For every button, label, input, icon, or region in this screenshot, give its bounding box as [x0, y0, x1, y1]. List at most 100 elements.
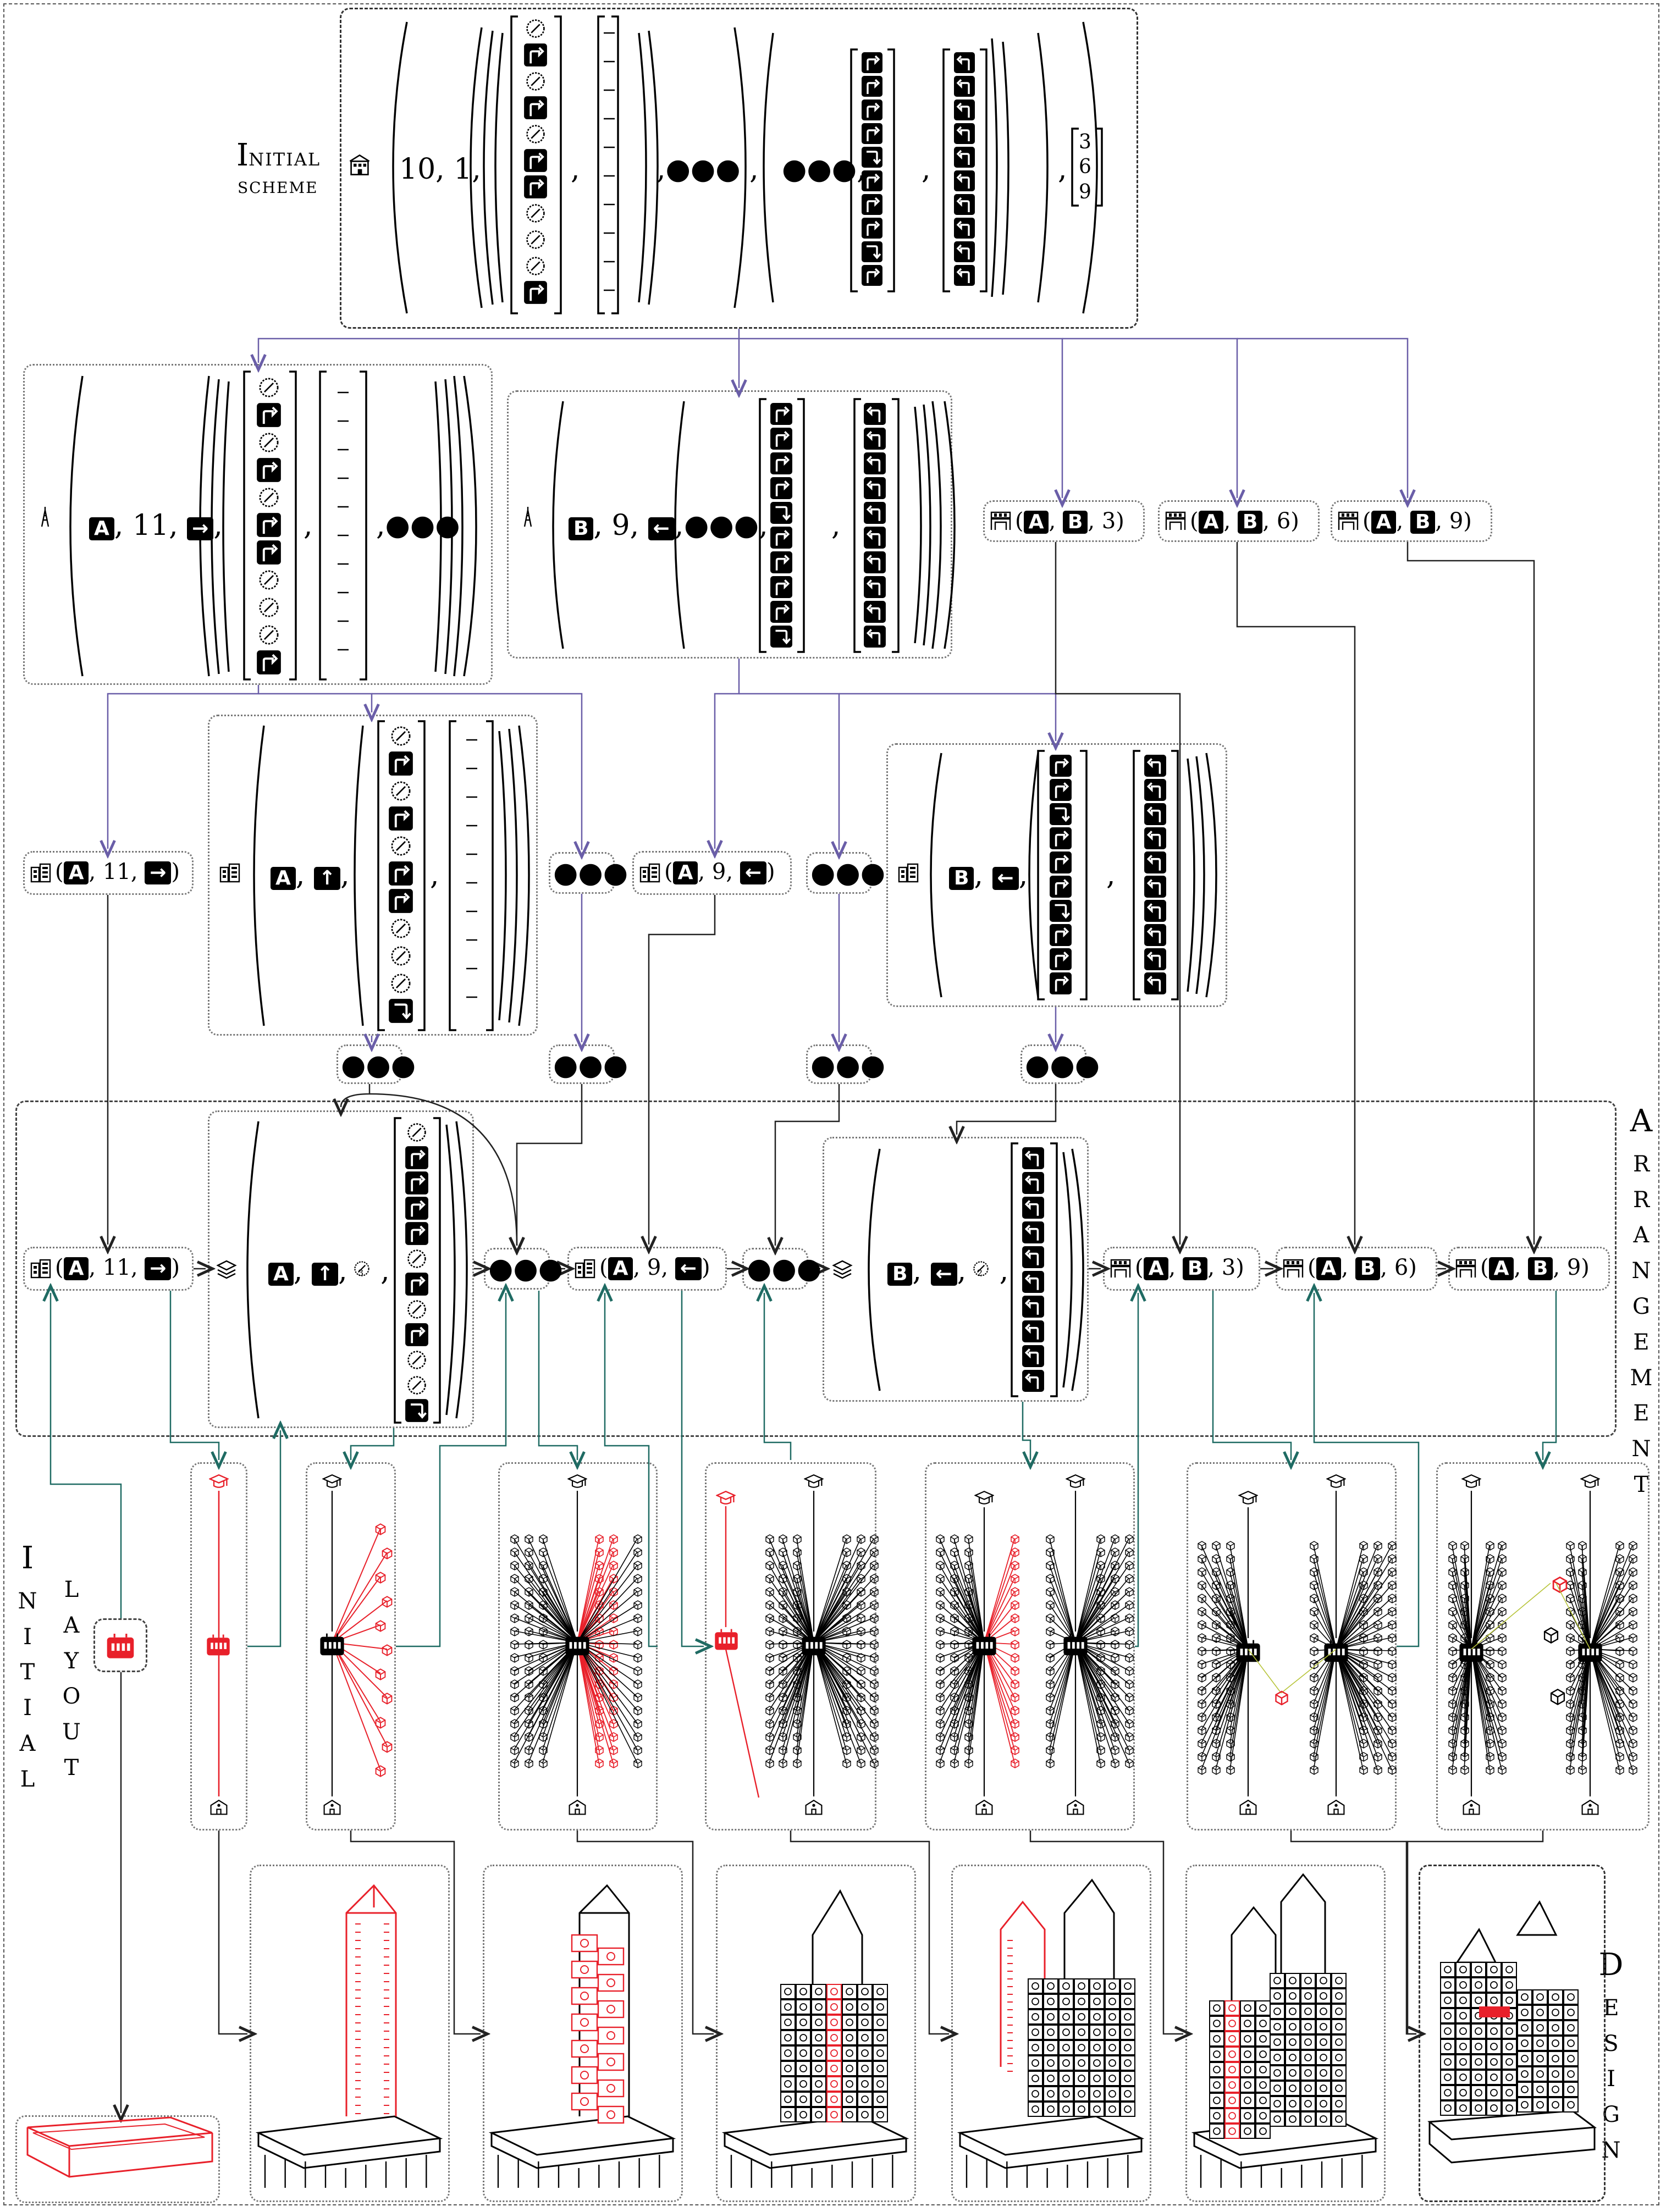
label-letter: L — [64, 1577, 79, 1602]
module-node — [1226, 1554, 1235, 1564]
capsule — [1486, 2100, 1502, 2116]
module-node — [765, 1640, 774, 1650]
capsule — [811, 2061, 826, 2076]
left-arrow-icon: ← — [675, 1257, 702, 1280]
capsule — [1058, 1994, 1074, 2009]
capsule — [1532, 2051, 1548, 2066]
turn-right-module-icon — [1022, 1147, 1045, 1170]
label-letter: N — [1631, 1436, 1651, 1462]
module-node — [1359, 1765, 1368, 1775]
capsule — [780, 2107, 796, 2122]
module-node — [539, 1640, 548, 1650]
module-node — [510, 1732, 519, 1742]
turn-left-module-icon — [770, 551, 793, 574]
module-node — [950, 1587, 959, 1597]
module-node — [633, 1679, 642, 1689]
module-node — [1212, 1541, 1221, 1551]
graph-edge — [1313, 1558, 1337, 1650]
capsule-window — [1047, 2105, 1055, 2113]
capsule — [1120, 2102, 1135, 2117]
vector-3: 3 — [1079, 131, 1091, 153]
capsule — [1455, 2070, 1471, 2085]
capsule-window — [1062, 2013, 1070, 2021]
graph-edge — [577, 1642, 614, 1763]
capsule — [1316, 2019, 1331, 2034]
capsule-window — [846, 2034, 853, 2042]
module-node — [1125, 1679, 1134, 1689]
arr-item-4: (A, 9, ←) — [599, 1255, 710, 1280]
capsule-window — [1108, 2044, 1116, 2051]
module-node — [1125, 1600, 1134, 1610]
tower-b-box[interactable] — [507, 390, 952, 659]
capsule-window — [861, 2003, 869, 2011]
capsule-window — [1552, 2101, 1559, 2109]
graph-edge — [813, 1642, 874, 1737]
module-node — [1011, 1613, 1019, 1623]
module-node — [525, 1640, 533, 1650]
link-edge — [1248, 1649, 1282, 1694]
graph-edge — [1471, 1584, 1502, 1650]
capsule — [796, 1999, 811, 2015]
graph-edge — [577, 1564, 638, 1643]
graph-edge — [968, 1591, 985, 1643]
school-icon — [1067, 1800, 1084, 1815]
module-node — [1448, 1541, 1457, 1551]
capsule-window — [1459, 1997, 1467, 2004]
medal-icon — [391, 974, 411, 993]
module-node — [633, 1706, 642, 1716]
module-node — [1125, 1706, 1134, 1716]
bracket-glyphs — [69, 15, 1217, 1424]
capsule-window — [1093, 1998, 1101, 2005]
podium — [257, 2133, 441, 2169]
capsule-window — [1505, 2073, 1513, 2081]
capsule-red — [826, 2107, 842, 2122]
capsule — [1043, 2025, 1058, 2040]
module-node — [1388, 1673, 1397, 1683]
capsule — [811, 2045, 826, 2061]
turn-right-module-icon — [1022, 1171, 1045, 1195]
medal-icon — [526, 230, 545, 249]
capsule-red — [826, 2061, 842, 2076]
capsule-window — [1108, 2013, 1116, 2021]
capsule-window — [1567, 2039, 1575, 2047]
turn-left-module-icon — [405, 1221, 429, 1246]
initial-layout-node-box[interactable] — [93, 1618, 147, 1672]
turn-right-module-icon — [1144, 778, 1167, 801]
graph-edge — [813, 1642, 847, 1750]
turn-left-module-icon — [770, 402, 793, 425]
tag-a: A — [1198, 511, 1224, 534]
tag-b: B — [569, 517, 594, 540]
capsule — [1270, 2034, 1285, 2050]
capsule — [842, 1999, 857, 2015]
capsule — [1502, 1993, 1517, 2008]
capsule-window — [1259, 2112, 1267, 2120]
turn-left-module-icon — [405, 1272, 429, 1296]
initial-scheme-box[interactable] — [340, 8, 1138, 329]
module-node — [1498, 1712, 1507, 1722]
capsule-window — [1273, 2008, 1281, 2015]
capsule-window — [799, 1988, 807, 1995]
capsule-window — [1228, 2020, 1236, 2027]
capsule-window — [1213, 2035, 1221, 2043]
turn-right-module-icon — [1144, 803, 1167, 826]
module-node — [870, 1534, 879, 1544]
module-node — [950, 1547, 959, 1557]
link-label-9: (A, B, 9) — [1362, 508, 1472, 534]
capsule-window — [861, 2049, 869, 2057]
capsule-window — [1335, 1992, 1343, 2000]
capsule — [1285, 2111, 1300, 2127]
module-node — [1388, 1726, 1397, 1735]
graph-edge — [577, 1538, 638, 1643]
module-node — [936, 1732, 945, 1742]
capsule — [1471, 2100, 1486, 2116]
turn-right-module-icon — [863, 526, 886, 549]
capsule-window — [1031, 2075, 1039, 2082]
tower-b-params: B, 9, ←, — [569, 511, 683, 540]
arr-item-3: ●●● — [488, 1252, 564, 1285]
capsule — [1240, 2108, 1255, 2123]
initial-layout-icon — [106, 1633, 135, 1660]
module-node — [1226, 1594, 1235, 1603]
module-node — [936, 1587, 945, 1597]
module-node — [950, 1627, 959, 1636]
capsule — [1331, 2096, 1347, 2111]
